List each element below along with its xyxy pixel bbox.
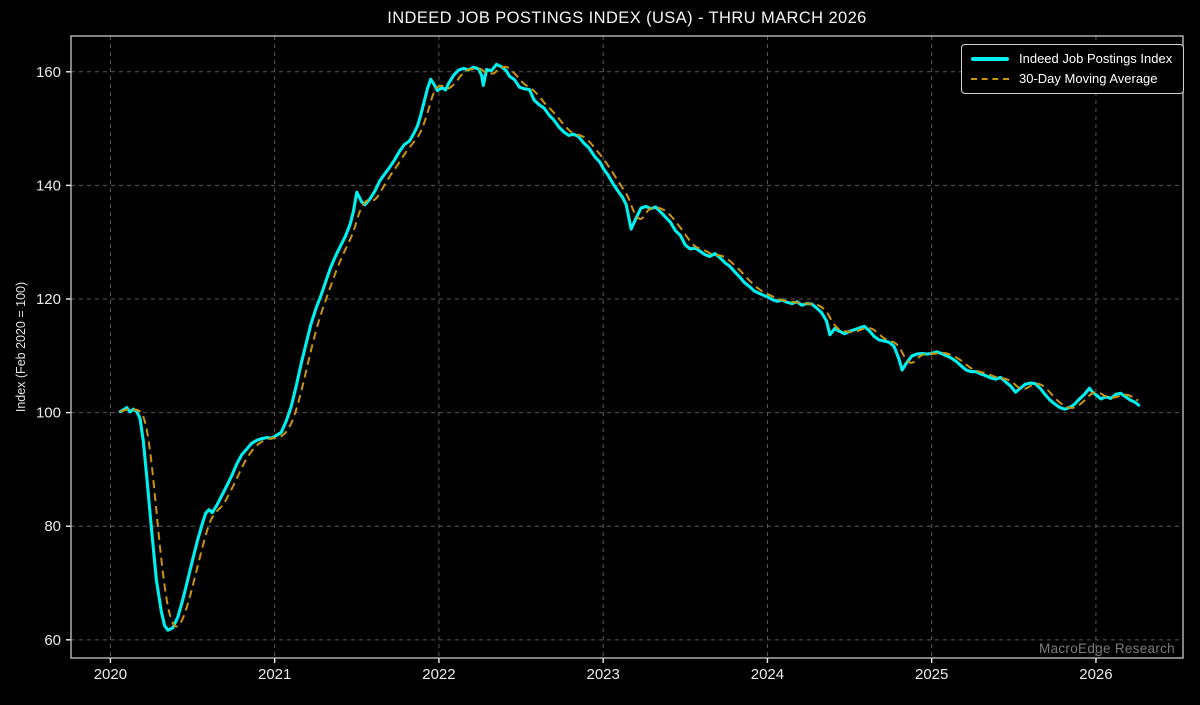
legend: Indeed Job Postings Index 30-Day Moving …	[961, 44, 1184, 94]
y-axis-label: Index (Feb 2020 = 100)	[14, 281, 28, 413]
legend-item-index: Indeed Job Postings Index	[971, 51, 1174, 66]
legend-label: Indeed Job Postings Index	[1019, 51, 1173, 66]
series-indeed-index-line	[118, 62, 1141, 632]
series-moving-average-line	[119, 66, 1139, 628]
plot-border	[70, 35, 1184, 659]
legend-swatch-dashed-line	[971, 77, 1009, 80]
x-tick-label: 2025	[915, 666, 948, 683]
watermark: MacroEdge Research	[1039, 641, 1175, 656]
legend-item-moving-average: 30-Day Moving Average	[971, 71, 1174, 86]
x-tick-label: 2023	[586, 666, 619, 683]
x-tick-label: 2026	[1079, 666, 1112, 683]
x-tick-label: 2020	[94, 666, 127, 683]
y-tick-label: 160	[36, 64, 61, 81]
chart-title: INDEED JOB POSTINGS INDEX (USA) - THRU M…	[387, 9, 867, 27]
y-tick-label: 80	[44, 518, 61, 535]
y-tick-label: 140	[36, 177, 61, 194]
legend-swatch-solid-line	[971, 56, 1009, 61]
y-tick-label: 100	[36, 405, 61, 422]
y-tick-label: 120	[36, 291, 61, 308]
y-tick-label: 60	[44, 632, 61, 649]
x-tick-label: 2021	[258, 666, 291, 683]
legend-label: 30-Day Moving Average	[1019, 71, 1158, 86]
x-tick-label: 2024	[751, 666, 784, 683]
x-tick-label: 2022	[422, 666, 455, 683]
